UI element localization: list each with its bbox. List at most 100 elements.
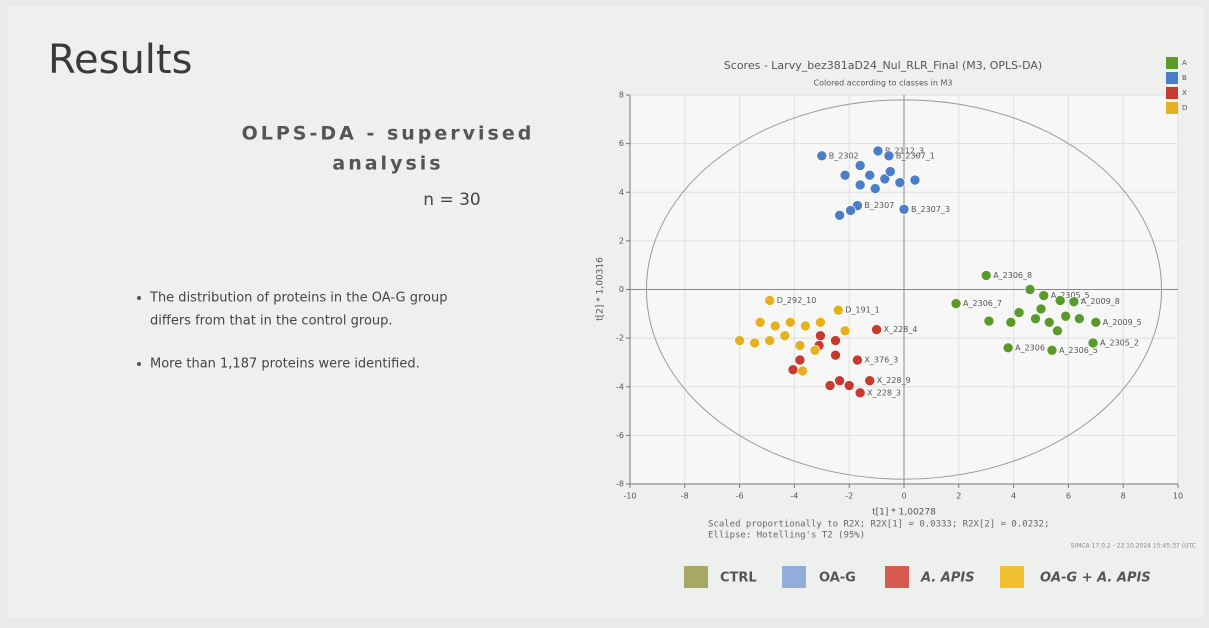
point [764, 335, 776, 346]
point [854, 160, 866, 171]
sample-size: n = 30 [423, 190, 480, 210]
bullet: The distribution of proteins in the OA-G… [149, 291, 448, 306]
legend-label: OA-G + A. APIS [1040, 571, 1151, 586]
y-tick-label: -8 [616, 480, 624, 489]
bullet-dot [137, 296, 141, 300]
point [854, 387, 866, 399]
point [983, 315, 995, 327]
hotelling-ellipse [645, 99, 1163, 480]
x-tick-label: -8 [681, 492, 689, 501]
point [845, 205, 856, 216]
x-tick-label: -4 [790, 492, 798, 501]
legend-swatch [885, 566, 909, 588]
point [815, 317, 826, 328]
point-label: B_2112_3 [885, 146, 924, 155]
x-tick-label: -6 [736, 492, 744, 501]
point [800, 320, 811, 332]
point-label: A_2306_7 [963, 299, 1002, 308]
x-tick-label: 10 [1173, 492, 1183, 501]
bullet: differs from that in the control group. [150, 314, 393, 329]
point-label: B_2302 [829, 151, 859, 160]
point [1038, 290, 1050, 301]
software-note: SIMCA 17.0.2 - 22.10.2024 15:45:37 (UTC [1071, 543, 1196, 550]
legend-swatch [1000, 566, 1024, 588]
point [864, 169, 876, 181]
point-label: A_2009_8 [1081, 297, 1120, 306]
point [1005, 317, 1017, 328]
chart-title: Scores - Larvy_bez381aD24_Nul_RLR_Final … [724, 59, 1042, 72]
point [879, 173, 891, 185]
point [884, 166, 896, 177]
point-label: D_191_1 [845, 306, 880, 315]
y-tick-label: -4 [616, 382, 624, 391]
point-label: A_2306_5 [1059, 346, 1098, 355]
point [797, 365, 808, 377]
slide-legend: CTRL OA-G A. APIS OA-G + A. APIS [684, 566, 1151, 588]
point-label: X_228_9 [877, 376, 911, 385]
point [871, 324, 882, 335]
legend-swatch [684, 566, 708, 588]
point-label: A_2009_5 [1103, 318, 1142, 327]
point [852, 354, 863, 366]
point [794, 354, 806, 366]
point [1030, 313, 1041, 324]
point [1054, 295, 1066, 306]
point [909, 174, 921, 186]
y-tick-label: 4 [619, 188, 624, 197]
point [1013, 307, 1025, 318]
x-tick-label: -2 [845, 492, 853, 501]
y-tick-label: 0 [619, 285, 624, 294]
point [784, 317, 796, 328]
point [1002, 342, 1014, 354]
point [830, 335, 841, 346]
point [869, 183, 881, 194]
point-label: A_2306 [1015, 343, 1045, 352]
point [839, 325, 851, 337]
point [779, 330, 791, 341]
point [1046, 344, 1058, 356]
heading: OLPS-DA - supervised [242, 123, 535, 145]
point [834, 210, 845, 221]
point [830, 349, 841, 361]
legend-swatch [1166, 102, 1178, 114]
legend-label: A [1182, 59, 1187, 67]
point [839, 169, 851, 181]
y-tick-label: 6 [619, 139, 624, 148]
point [809, 344, 821, 356]
bullet-dot [137, 362, 141, 366]
x-axis-label: t[1] * 1,00278 [872, 508, 936, 518]
point-label: B_2307_1 [896, 151, 935, 160]
point [854, 179, 866, 191]
point [1024, 284, 1036, 295]
point [898, 203, 910, 215]
y-axis-label: t[2] * 1,00316 [596, 257, 606, 321]
point [1090, 317, 1102, 328]
point [1087, 337, 1099, 349]
point [832, 304, 844, 316]
legend-label: OA-G [819, 571, 856, 586]
point [1035, 303, 1047, 315]
legend-swatch [782, 566, 806, 588]
x-tick-label: 6 [1066, 492, 1071, 501]
legend-label: A. APIS [920, 571, 975, 586]
point-label: X_228_4 [884, 325, 918, 334]
point [1074, 313, 1085, 324]
point [824, 380, 836, 391]
x-tick-label: 8 [1121, 492, 1126, 501]
point [864, 375, 876, 386]
point [843, 380, 855, 391]
point [764, 295, 776, 306]
point [769, 320, 781, 332]
point [950, 298, 962, 309]
slide-title: Results [48, 37, 192, 83]
point [1043, 317, 1055, 328]
legend-label: D [1182, 104, 1187, 112]
legend-label: X [1182, 89, 1187, 97]
point [816, 150, 828, 162]
point [754, 317, 766, 328]
point [980, 270, 992, 281]
point-label: A_2305_2 [1100, 338, 1139, 347]
y-tick-label: 2 [619, 236, 624, 245]
point [883, 150, 895, 162]
